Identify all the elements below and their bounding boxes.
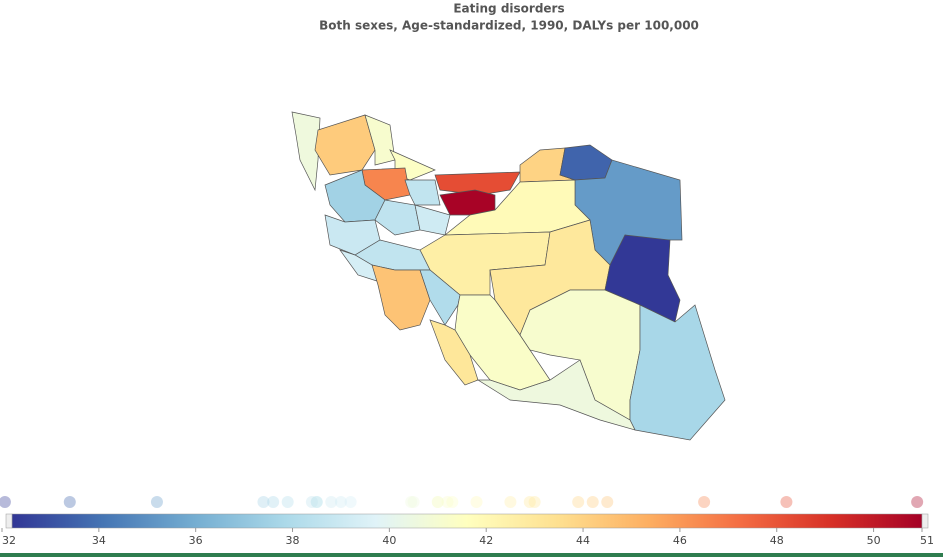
region xyxy=(404,179,441,206)
legend-dot xyxy=(504,496,517,508)
legend-dot xyxy=(586,496,599,508)
legend-dot xyxy=(63,496,76,508)
legend-dot xyxy=(780,496,793,508)
legend-dot xyxy=(281,496,294,508)
legend-dot xyxy=(431,496,444,508)
tick-label: 32 xyxy=(2,534,16,547)
legend-dot xyxy=(305,496,318,508)
range-handle[interactable] xyxy=(921,513,929,529)
legend-dot xyxy=(150,496,163,508)
legend: 32 34 36 38 40 42 44 46 48 50 51 xyxy=(0,496,934,547)
legend-dot xyxy=(407,496,420,508)
tick-label: 38 xyxy=(286,534,300,547)
legend-dot xyxy=(267,496,280,508)
legend-dot xyxy=(572,496,585,508)
tick-label: 51 xyxy=(920,534,934,547)
map xyxy=(291,111,726,441)
legend-dot xyxy=(334,496,347,508)
region xyxy=(291,111,321,192)
legend-dot xyxy=(698,496,711,508)
legend-dot xyxy=(257,496,270,508)
range-handle[interactable] xyxy=(5,513,13,529)
region xyxy=(476,359,636,431)
color-bar xyxy=(11,513,923,529)
legend-dot xyxy=(446,496,459,508)
legend-dot xyxy=(523,496,536,508)
chart-subtitle: Both sexes, Age-standardized, 1990, DALY… xyxy=(319,19,699,33)
legend-dot xyxy=(0,496,11,508)
legend-dot xyxy=(470,496,483,508)
region xyxy=(434,171,521,196)
region xyxy=(559,144,613,181)
region xyxy=(629,304,726,441)
legend-dot xyxy=(911,496,924,508)
tick-label: 42 xyxy=(479,534,493,547)
region xyxy=(314,114,376,176)
legend-dot xyxy=(431,496,444,508)
legend-dot xyxy=(601,496,614,508)
tick-label: 46 xyxy=(673,534,687,547)
tick-label: 50 xyxy=(867,534,881,547)
legend-dot xyxy=(310,496,323,508)
tick-label: 48 xyxy=(770,534,784,547)
region xyxy=(439,189,496,216)
region xyxy=(414,204,451,236)
tick-label: 44 xyxy=(576,534,590,547)
chart-title: Eating disorders xyxy=(453,2,564,16)
tick-label: 40 xyxy=(382,534,396,547)
legend-dot xyxy=(325,496,338,508)
legend-dot xyxy=(528,496,541,508)
legend-dot xyxy=(310,496,323,508)
legend-dot xyxy=(344,496,357,508)
region xyxy=(374,199,421,236)
bottom-bar xyxy=(0,553,943,557)
legend-dot xyxy=(441,496,454,508)
region xyxy=(364,114,396,166)
tick-label: 36 xyxy=(189,534,203,547)
tick-label: 34 xyxy=(92,534,106,547)
region xyxy=(371,264,431,331)
legend-dot xyxy=(405,496,418,508)
region xyxy=(429,319,479,386)
